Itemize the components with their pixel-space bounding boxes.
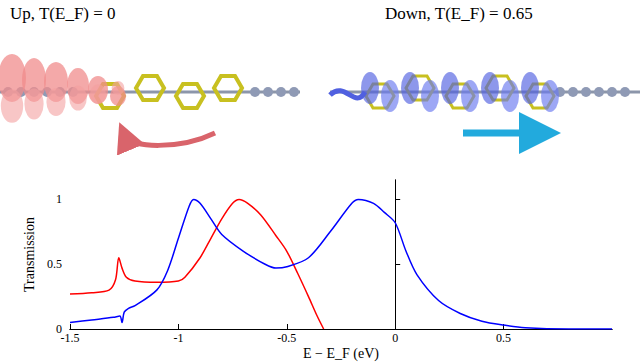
svg-text:Transmission: Transmission <box>22 217 37 292</box>
html-text:Down, T(E_F) = 0.65: Down, T(E_F) = 0.65 <box>385 4 533 23</box>
svg-text:-1.5: -1.5 <box>61 331 80 345</box>
svg-text:Up: Up <box>229 178 249 196</box>
svg-text:0: 0 <box>56 322 62 336</box>
svg-text:E − E_F (eV): E − E_F (eV) <box>303 346 379 362</box>
svg-text:1: 1 <box>56 192 62 206</box>
svg-text:Down: Down <box>174 178 213 195</box>
svg-text:-0.5: -0.5 <box>277 331 296 345</box>
html-text:Up, T(E_F) = 0: Up, T(E_F) = 0 <box>10 4 116 23</box>
svg-text:-1: -1 <box>173 331 183 345</box>
svg-text:0.5: 0.5 <box>47 257 62 271</box>
svg-text:0.5: 0.5 <box>496 331 511 345</box>
svg-text:0: 0 <box>392 331 398 345</box>
